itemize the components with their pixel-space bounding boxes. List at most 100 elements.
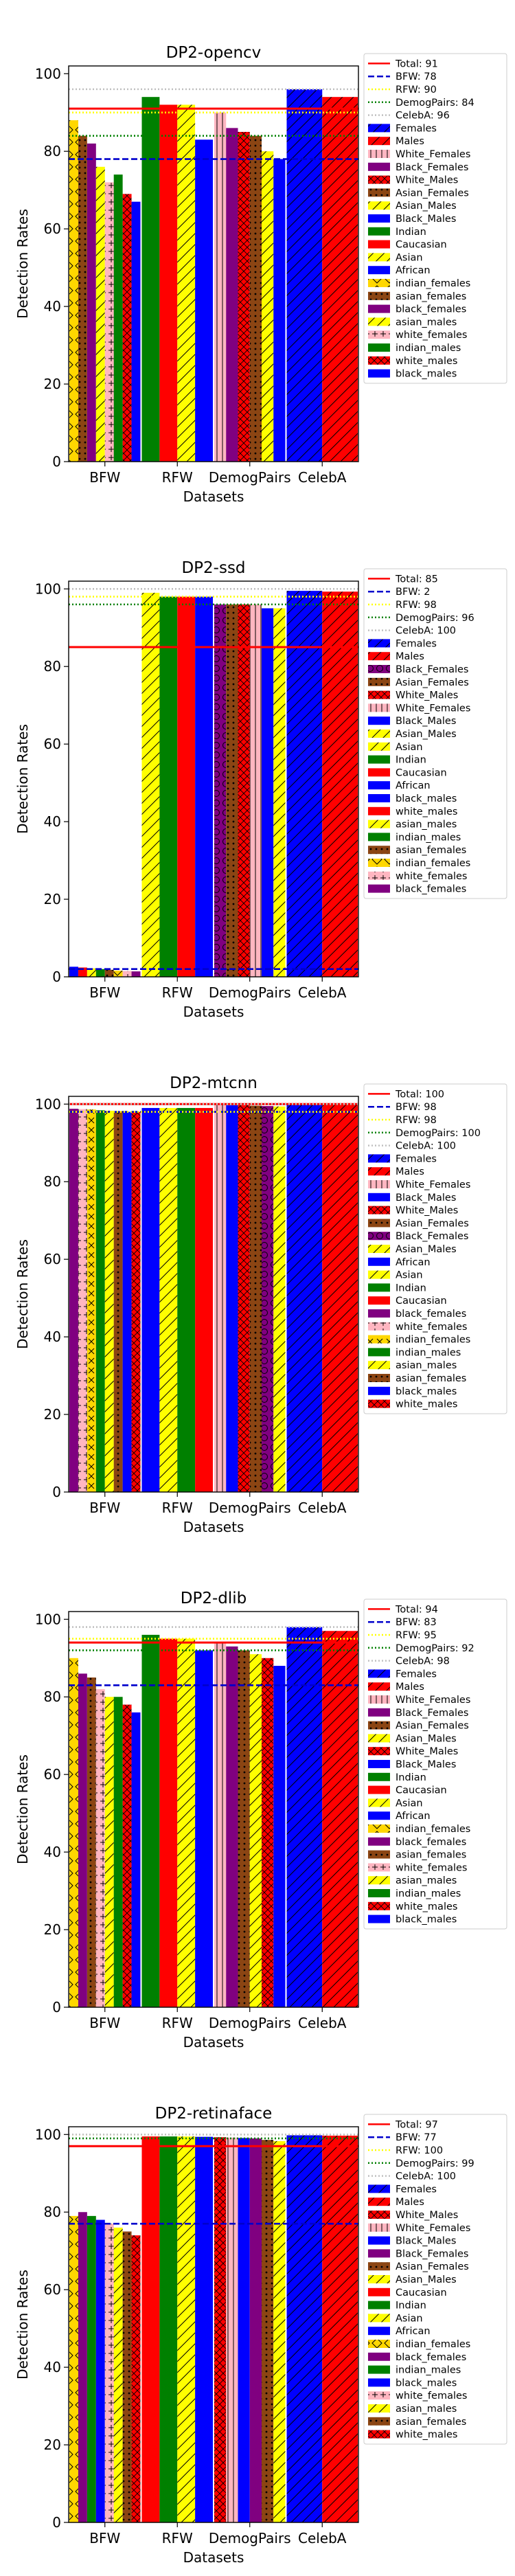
legend-item: BFW: 2	[368, 587, 431, 598]
legend-item: indian_males	[368, 1347, 461, 1358]
x-tick-label-rfw: RFW	[162, 2015, 193, 2031]
legend-item: Males	[368, 651, 424, 662]
legend-label: asian_females	[396, 291, 466, 302]
bar-bfw-black-females	[131, 971, 141, 977]
legend-item: Black_Females	[368, 2248, 468, 2259]
legend-bar-swatch	[368, 794, 390, 802]
legend-item: Caucasian	[368, 1785, 447, 1796]
legend-label: Asian_Males	[396, 201, 457, 212]
bar-demogpairs-asian-males	[273, 1106, 286, 1492]
y-tick-label: 100	[35, 2126, 61, 2143]
y-tick-label: 80	[44, 1173, 61, 1190]
legend-label: White_Females	[396, 703, 470, 714]
legend-item: Females	[368, 1153, 437, 1164]
x-tick-label-rfw: RFW	[162, 984, 193, 1001]
bar-bfw-black-females	[78, 2212, 87, 2522]
legend-bar-swatch	[368, 755, 390, 764]
bar-bfw-indian-females	[113, 970, 123, 977]
bar-bfw-white-males	[122, 1704, 132, 2007]
y-tick-label: 80	[44, 658, 61, 675]
y-tick-label: 40	[44, 813, 61, 830]
legend-label: White_Males	[396, 2210, 458, 2221]
bar-celeba-males	[322, 97, 358, 462]
legend-label: Asian	[396, 742, 423, 753]
legend-bar-swatch	[368, 1193, 390, 1201]
legend-label: Asian	[396, 1270, 423, 1281]
legend-bar-swatch	[368, 1399, 390, 1408]
legend-item: White_Males	[368, 690, 458, 701]
legend-label: asian_females	[396, 845, 466, 856]
x-tick-label-bfw: BFW	[89, 984, 120, 1001]
legend-bar-swatch	[368, 1876, 390, 1885]
legend-bar-swatch	[368, 279, 390, 287]
y-tick-label: 60	[44, 2281, 61, 2298]
legend-label: Females	[396, 2184, 437, 2195]
legend-label: CelebA: 100	[396, 2171, 456, 2182]
x-tick-label-demogpairs: DemogPairs	[209, 984, 291, 1001]
legend-bar-swatch	[368, 1824, 390, 1833]
legend-item: Asian	[368, 1270, 423, 1281]
legend-label: Black_Females	[396, 162, 468, 173]
legend-bar-swatch	[368, 188, 390, 197]
legend-item: white_males	[368, 1901, 457, 1912]
legend-bar-swatch	[368, 1206, 390, 1214]
legend-label: indian_females	[396, 2339, 470, 2350]
legend-bar-swatch	[368, 742, 390, 751]
legend-bar-swatch	[368, 291, 390, 300]
bar-rfw-caucasian	[159, 1638, 178, 2007]
legend-bar-swatch	[368, 1708, 390, 1717]
legend-item: indian_females	[368, 278, 470, 289]
legend-item: asian_males	[368, 1360, 457, 1371]
bar-rfw-caucasian	[159, 104, 178, 462]
y-tick-label: 60	[44, 1766, 61, 1783]
bar-celeba-females	[286, 89, 323, 462]
legend-item: CelebA: 96	[368, 111, 450, 122]
legend-item: Black_Females	[368, 1231, 468, 1242]
x-tick-label-rfw: RFW	[162, 1500, 193, 1516]
legend-label: white_males	[396, 356, 457, 367]
legend-label: indian_males	[396, 1347, 461, 1358]
bar-rfw-african	[195, 2136, 213, 2522]
legend-label: African	[396, 780, 431, 791]
bar-rfw-caucasian	[141, 2136, 160, 2522]
bar-bfw-black-males	[131, 1712, 141, 2007]
legend-item: white_females	[368, 2391, 467, 2402]
legend-label: RFW: 98	[396, 1115, 437, 1126]
legend-item: African	[368, 1257, 431, 1268]
chart-panel-dp2-mtcnn: DP2-mtcnn 0 20 40 60 80 100 BFW RFW DemogPairs Cel…	[14, 1074, 507, 1535]
legend-item: Total: 94	[368, 1604, 438, 1615]
legend-item: CelebA: 100	[368, 626, 456, 637]
legend-bar-swatch	[368, 665, 390, 673]
bar-bfw-asian-males	[113, 2227, 123, 2522]
legend-bar-swatch	[368, 2262, 390, 2271]
legend-bar-swatch	[368, 201, 390, 210]
legend-label: Asian_Males	[396, 1733, 457, 1744]
legend-bar-swatch	[368, 1335, 390, 1344]
legend-item: RFW: 98	[368, 600, 437, 611]
legend-item: Asian_Males	[368, 1244, 457, 1255]
bar-bfw-black-females	[87, 143, 96, 462]
legend-bar-swatch	[368, 1232, 390, 1241]
legend-bar-swatch	[368, 2340, 390, 2348]
bar-bfw-asian-females	[113, 1111, 123, 1492]
legend-label: Total: 91	[395, 58, 438, 69]
legend-bar-swatch	[368, 871, 390, 880]
legend-label: black_females	[396, 304, 466, 315]
axes-frame	[68, 1611, 359, 2008]
legend-label: Asian_Females	[396, 2261, 469, 2272]
legend-bar-swatch	[368, 1734, 390, 1743]
legend-item: Males	[368, 136, 424, 147]
legend-item: black_males	[368, 793, 457, 804]
chart-panel-dp2-ssd: DP2-ssd 0 20 40 60 80 100 BFW RFW DemogPairs Celeb…	[14, 559, 507, 1020]
y-tick-label: 80	[44, 2204, 61, 2220]
x-tick-label-bfw: BFW	[89, 2015, 120, 2031]
y-tick-label: 60	[44, 221, 61, 237]
legend-bar-swatch	[368, 2197, 390, 2206]
legend-item: indian_females	[368, 858, 470, 869]
legend-item: African	[368, 1811, 431, 1822]
legend-label: asian_males	[396, 1875, 457, 1886]
bar-bfw-white-females	[122, 971, 132, 977]
legend-label: BFW: 2	[396, 587, 431, 598]
legend-label: white_females	[396, 330, 467, 341]
legend-label: white_males	[396, 1901, 457, 1912]
